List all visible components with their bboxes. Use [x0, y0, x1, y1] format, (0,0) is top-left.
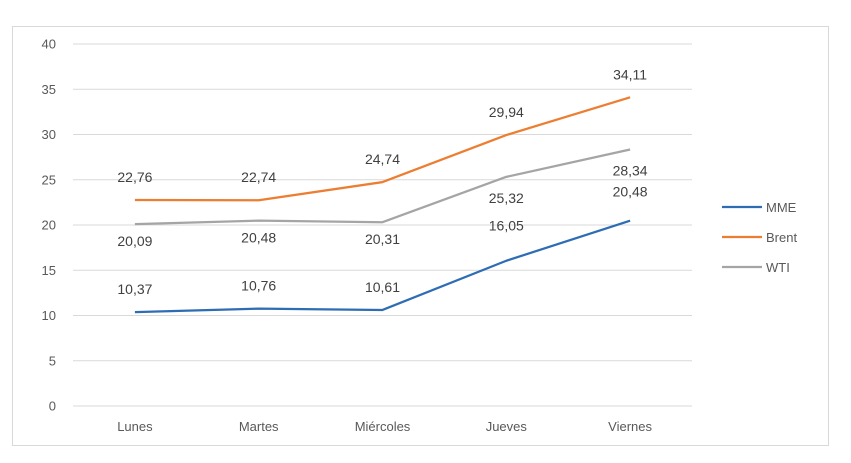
- data-label: 29,94: [489, 104, 524, 120]
- chart-frame: [12, 26, 829, 446]
- data-label: 20,09: [117, 233, 152, 249]
- x-tick-label: Viernes: [608, 419, 652, 434]
- data-label: 34,11: [613, 66, 647, 82]
- data-label: 22,76: [117, 169, 152, 185]
- data-label: 22,74: [241, 169, 276, 185]
- data-label: 10,76: [241, 278, 276, 294]
- legend-label: Brent: [766, 230, 797, 245]
- data-label: 16,05: [489, 218, 524, 234]
- y-axis-ticks: 0 5 10 15 20 25 30 35 40: [42, 37, 56, 414]
- y-tick-label: 40: [42, 37, 56, 52]
- series-lines: [134, 96, 631, 314]
- series-line-wti: [134, 148, 631, 226]
- data-labels: 10,37 10,76 10,61 16,05 20,48 22,76 22,74 24,74…: [117, 66, 647, 297]
- legend-label: WTI: [766, 260, 790, 275]
- y-tick-label: 25: [42, 172, 56, 187]
- data-label: 25,32: [489, 190, 524, 206]
- x-tick-label: Martes: [239, 419, 279, 434]
- data-label: 20,48: [613, 184, 648, 200]
- data-label: 28,34: [613, 163, 648, 179]
- grid-lines: [73, 43, 692, 407]
- x-tick-label: Miércoles: [355, 419, 411, 434]
- y-tick-label: 15: [42, 263, 56, 278]
- y-tick-label: 30: [42, 127, 56, 142]
- y-tick-label: 20: [42, 218, 56, 233]
- y-tick-label: 5: [49, 353, 56, 368]
- data-label: 24,74: [365, 151, 400, 167]
- legend: MME Brent WTI: [722, 200, 797, 275]
- x-tick-label: Jueves: [486, 419, 528, 434]
- y-tick-label: 10: [42, 308, 56, 323]
- y-tick-label: 35: [42, 82, 56, 97]
- x-axis-ticks: Lunes Martes Miércoles Jueves Viernes: [117, 419, 652, 434]
- data-label: 20,48: [241, 230, 276, 246]
- data-label: 10,37: [117, 281, 152, 297]
- legend-label: MME: [766, 200, 797, 215]
- series-line-brent: [134, 96, 631, 202]
- y-tick-label: 0: [49, 399, 56, 414]
- x-tick-label: Lunes: [117, 419, 153, 434]
- data-label: 10,61: [365, 279, 400, 295]
- data-label: 20,31: [365, 231, 400, 247]
- series-line-mme: [134, 219, 631, 314]
